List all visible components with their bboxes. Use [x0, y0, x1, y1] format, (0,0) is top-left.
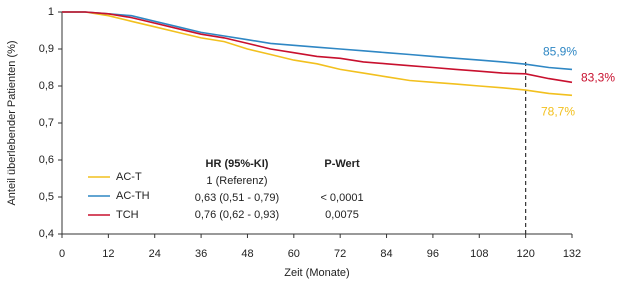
x-tick-label: 108: [470, 248, 488, 260]
x-tick-label: 0: [59, 248, 65, 260]
survival-line: [62, 11, 573, 97]
y-tick-label: 1: [48, 6, 54, 18]
table-cell: < 0,0001: [320, 192, 363, 204]
x-tick-label: 24: [149, 248, 161, 260]
x-tick-label: 48: [241, 248, 253, 260]
x-tick-label: 60: [288, 248, 300, 260]
end-label: 83,3%: [581, 70, 615, 84]
x-tick-label: 72: [334, 248, 346, 260]
legend-label: AC-TH: [116, 190, 150, 202]
x-tick-label: 12: [102, 248, 114, 260]
end-label: 78,7%: [541, 104, 575, 118]
survival-line: [62, 11, 573, 71]
x-axis-title: Zeit (Monate): [284, 267, 349, 279]
legend-label: AC-T: [116, 171, 142, 183]
end-label: 85,9%: [543, 45, 577, 59]
x-tick-label: 120: [516, 248, 534, 260]
y-tick-label: 0,4: [39, 228, 54, 240]
table-cell: 0,76 (0,62 - 0,93): [195, 209, 279, 221]
table-cell: 0,63 (0,51 - 0,79): [195, 192, 279, 204]
x-tick-label: 96: [427, 248, 439, 260]
y-tick-label: 0,5: [39, 191, 54, 203]
x-tick-label: 132: [563, 248, 581, 260]
x-tick-label: 84: [380, 248, 392, 260]
table-cell: 0,0075: [325, 209, 359, 221]
y-axis-title: Anteil überlebender Patienten (%): [6, 40, 18, 205]
table-header: P-Wert: [324, 158, 360, 170]
y-tick-label: 0,8: [39, 80, 54, 92]
legend-label: TCH: [116, 209, 139, 221]
y-tick-label: 0,7: [39, 117, 54, 129]
y-tick-label: 0,6: [39, 154, 54, 166]
table-cell: 1 (Referenz): [206, 175, 267, 187]
table-header: HR (95%-KI): [206, 158, 269, 170]
x-tick-label: 36: [195, 248, 207, 260]
survival-line: [62, 11, 573, 84]
y-tick-label: 0,9: [39, 43, 54, 55]
